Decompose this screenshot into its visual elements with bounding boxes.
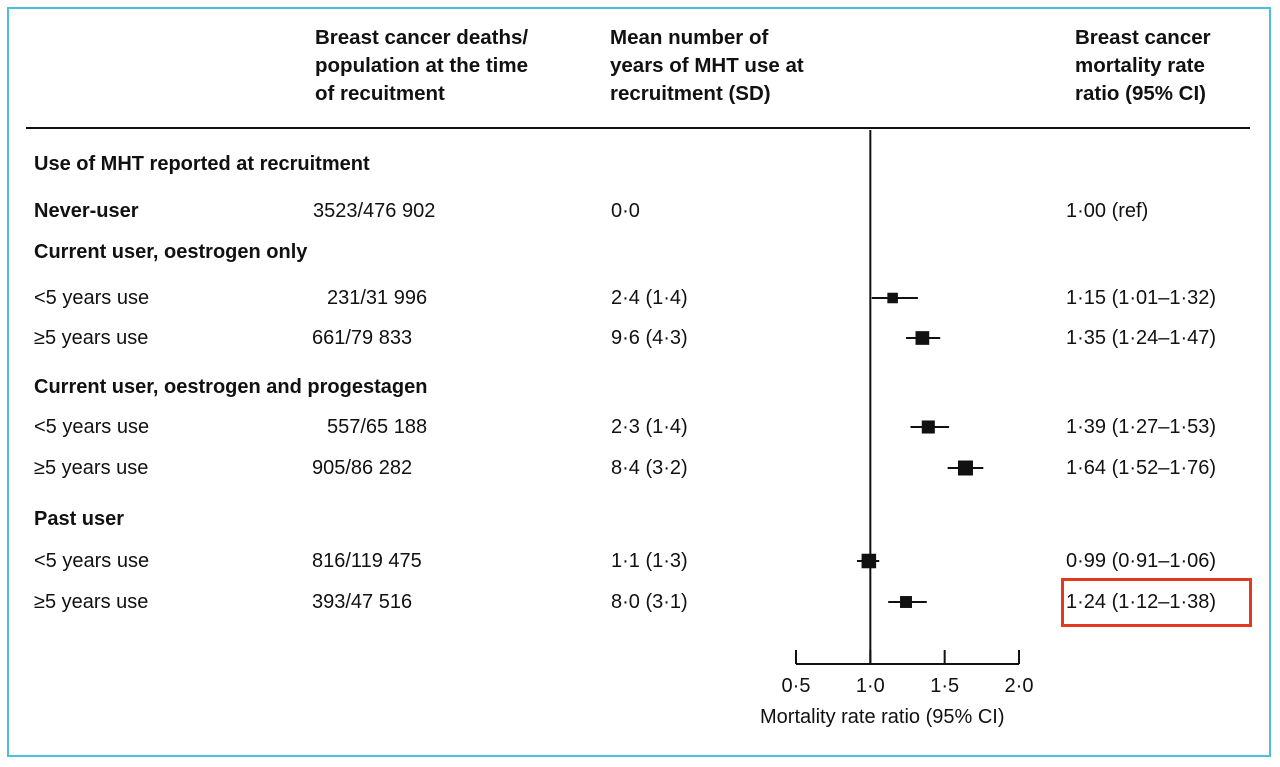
highlight-box: [1061, 578, 1252, 627]
years-cell: 2·3 (1·4): [611, 416, 688, 438]
header-deaths: Breast cancer deaths/ population at the …: [315, 26, 529, 105]
x-tick-label: 2·0: [1005, 675, 1034, 697]
table-row: <5 years use 231/31 996 2·4 (1·4) 1·15 (1·0…: [0, 281, 1280, 315]
point-estimate: [861, 553, 877, 569]
point-estimate: [900, 596, 912, 608]
row-label: <5 years use: [34, 287, 150, 309]
table-row: <5 years use 816/119 475 1·1 (1·3) 0·99 (0·…: [0, 544, 1280, 578]
ratio-cell: 1·00 (ref): [1066, 200, 1149, 222]
ratio-cell: 1·64 (1·52–1·76): [1066, 457, 1217, 479]
x-tick-label: 1·0: [856, 675, 885, 697]
header-ratio: Breast cancer mortality rate ratio (95% …: [1075, 26, 1211, 105]
row-label: ≥5 years use: [34, 591, 149, 613]
row-label: ≥5 years use: [34, 327, 149, 349]
years-cell: 8·0 (3·1): [611, 591, 688, 613]
years-cell: 9·6 (4·3): [611, 327, 688, 349]
row-label: ≥5 years use: [34, 457, 149, 479]
row-label: <5 years use: [34, 416, 150, 438]
deaths-cell: 905/86 282: [312, 457, 413, 479]
ratio-cell: 1·39 (1·27–1·53): [1066, 416, 1217, 438]
point-estimate: [915, 331, 930, 345]
row-label: Use of MHT reported at recruitment: [34, 153, 370, 175]
ratio-cell: 0·99 (0·91–1·06): [1066, 550, 1217, 572]
x-tick-label: 0·5: [782, 675, 811, 697]
section-heading-row: Use of MHT reported at recruitment: [0, 147, 1280, 181]
deaths-cell: 661/79 833: [312, 327, 413, 349]
row-label: Past user: [34, 508, 125, 530]
point-estimate: [957, 460, 973, 476]
header-rule: [26, 127, 1250, 129]
header-years: Mean number of years of MHT use at recru…: [610, 26, 804, 105]
row-label: Current user, oestrogen only: [34, 241, 308, 263]
table-row: <5 years use 557/65 188 2·3 (1·4) 1·39 (1·2…: [0, 410, 1280, 444]
years-cell: 2·4 (1·4): [611, 287, 688, 309]
point-estimate: [887, 292, 898, 304]
section-heading-row: Past user: [0, 502, 1280, 536]
deaths-cell: 3523/476 902: [313, 200, 436, 222]
figure-frame: [7, 7, 1271, 757]
row-label: Never-user: [34, 200, 139, 222]
x-tick-label: 1·5: [930, 675, 959, 697]
table-row: ≥5 years use 393/47 516 8·0 (3·1) 1·24 (1·1…: [0, 585, 1280, 619]
years-cell: 1·1 (1·3): [611, 550, 688, 572]
ratio-cell: 1·24 (1·12–1·38): [1066, 591, 1217, 613]
section-heading-row: Current user, oestrogen only: [0, 235, 1280, 269]
ratio-cell: 1·15 (1·01–1·32): [1066, 287, 1217, 309]
deaths-cell: 557/65 188: [327, 416, 428, 438]
table-row: ≥5 years use 661/79 833 9·6 (4·3) 1·35 (1·2…: [0, 321, 1280, 355]
row-label: Current user, oestrogen and progestagen: [34, 376, 428, 398]
deaths-cell: 816/119 475: [312, 550, 422, 572]
row-label: <5 years use: [34, 550, 150, 572]
point-estimate: [921, 420, 935, 434]
years-cell: 0·0: [611, 200, 640, 222]
deaths-cell: 393/47 516: [312, 591, 413, 613]
table-row: Never-user 3523/476 902 0·0 1·00 (ref): [0, 194, 1280, 228]
deaths-cell: 231/31 996: [327, 287, 428, 309]
x-axis-label: Mortality rate ratio (95% CI): [760, 706, 1005, 728]
years-cell: 8·4 (3·2): [611, 457, 688, 479]
table-row: ≥5 years use 905/86 282 8·4 (3·2) 1·64 (1·5…: [0, 451, 1280, 485]
section-heading-row: Current user, oestrogen and progestagen: [0, 370, 1280, 404]
ratio-cell: 1·35 (1·24–1·47): [1066, 327, 1217, 349]
